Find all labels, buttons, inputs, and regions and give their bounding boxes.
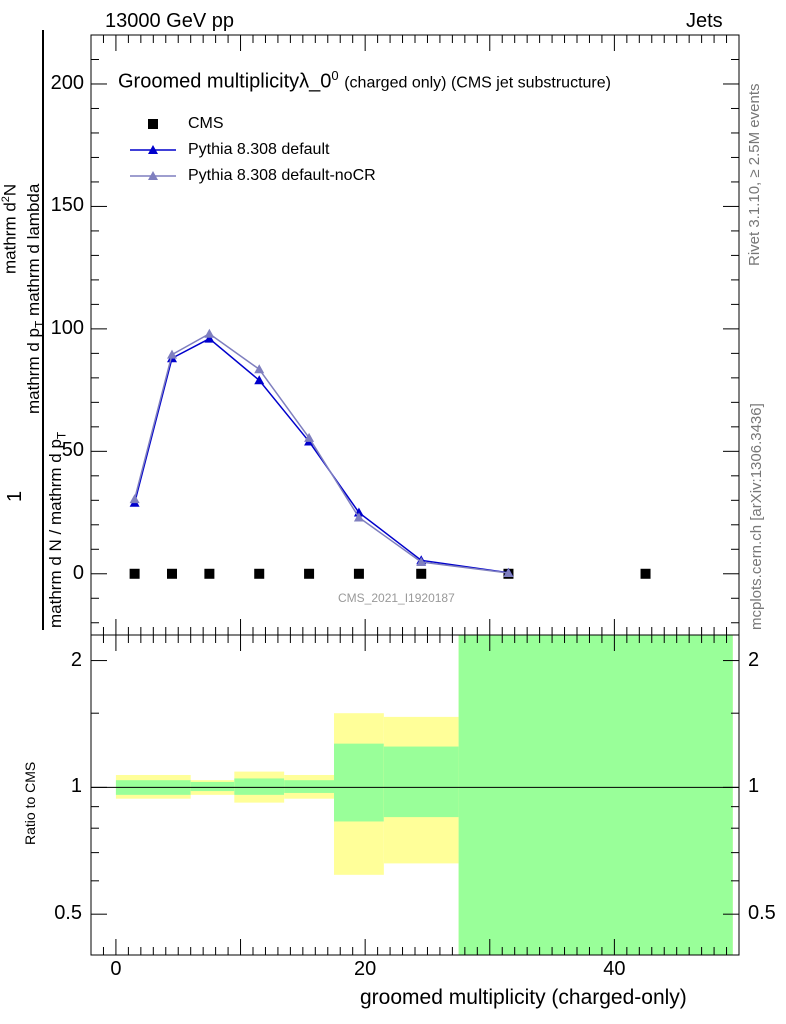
ratio-inner-band <box>334 743 384 822</box>
ratio-panel <box>90 634 740 956</box>
cms-data-point <box>129 568 140 579</box>
x-tick-label: 40 <box>603 958 626 980</box>
nocr-data-point <box>416 557 427 567</box>
y-num-2-sup: 2 <box>0 196 12 203</box>
ratio-y-label: Ratio to CMS <box>22 761 38 845</box>
y-num-2: mathrm d2N <box>0 184 21 274</box>
y-tick-label: 50 <box>61 439 84 462</box>
plot-title-main: Groomed multiplicityλ_0 <box>118 70 332 93</box>
ratio-inner-band <box>383 746 459 818</box>
cms-data-point <box>204 568 215 579</box>
default-data-point <box>204 333 215 343</box>
y-den-1-sub: T <box>54 431 69 440</box>
cms-data-point <box>416 568 427 579</box>
legend-label-nocr: Pythia 8.308 default-noCR <box>188 167 376 184</box>
x-axis-label: groomed multiplicity (charged-only) <box>360 986 687 1009</box>
ratio-inner-band <box>190 781 235 792</box>
y-num-2-tail: N <box>0 183 20 197</box>
legend-label-cms: CMS <box>188 115 224 132</box>
rivet-version: Rivet 3.1.10, ≥ 2.5M events <box>746 83 763 267</box>
plot-title-sup: 0 <box>331 68 339 83</box>
ratio-inner-band <box>284 780 334 793</box>
y-tick-label: 200 <box>50 71 84 94</box>
y-num-1: 1 <box>4 490 26 502</box>
cms-data-point <box>254 568 265 579</box>
header-right: Jets <box>686 10 723 32</box>
default-series-line <box>133 337 509 574</box>
nocr-data-point <box>304 432 315 442</box>
ratio-y-tick-label: 1 <box>70 775 82 798</box>
plot-title: Groomed multiplicityλ_00 (charged only) … <box>118 68 611 94</box>
cms-data-point <box>304 568 315 579</box>
legend-mark-nocr <box>148 171 158 180</box>
legend-label-default: Pythia 8.308 default <box>188 141 330 158</box>
ratio-y-tick-label: 2 <box>70 648 82 671</box>
default-data-point <box>254 375 265 385</box>
y-tick-label: 100 <box>50 316 84 339</box>
nocr-series-line <box>133 332 509 574</box>
nocr-data-point <box>167 349 177 359</box>
legend <box>130 119 176 180</box>
y-den-2b: mathrm d lambda <box>24 183 43 316</box>
y-den-2: mathrm d pT mathrm d lambda <box>24 184 46 414</box>
x-tick-label: 0 <box>110 958 122 980</box>
y-tick-label: 0 <box>72 561 84 584</box>
main-panel <box>90 34 740 636</box>
ratio-inner-band <box>458 635 733 955</box>
cms-data-point <box>167 568 177 579</box>
analysis-id: CMS_2021_I1920187 <box>338 591 455 605</box>
nocr-data-point <box>204 328 215 338</box>
ratio-y-tick-label-right: 2 <box>748 648 760 671</box>
x-tick-label: 20 <box>354 958 377 980</box>
ratio-y-tick-label-right: 1 <box>748 775 760 798</box>
cms-data-point <box>640 568 651 579</box>
plot-title-tail: (charged only) (CMS jet substructure) <box>344 74 611 92</box>
legend-mark-cms <box>148 119 158 129</box>
ratio-y-tick-label: 0.5 <box>54 902 82 925</box>
mcplots-credit: mcplots.cern.ch [arXiv:1306.3436] <box>748 403 765 630</box>
y-tick-label: 150 <box>50 194 84 217</box>
ratio-inner-band <box>234 778 285 795</box>
ratio-y-tick-label-right: 0.5 <box>748 902 776 925</box>
y-den-2-sub: T <box>32 320 47 329</box>
y-den-2a: mathrm d p <box>24 328 43 414</box>
cms-data-point <box>353 568 364 579</box>
nocr-data-point <box>254 364 265 374</box>
nocr-data-point <box>129 494 140 504</box>
y-num-2-text: mathrm d <box>0 202 20 274</box>
nocr-data-point <box>353 512 364 522</box>
header-left: 13000 GeV pp <box>105 10 234 32</box>
legend-mark-default <box>148 145 158 154</box>
y-den-1-text: mathrm d N / mathrm d p <box>46 439 65 628</box>
nocr-data-point <box>503 568 514 578</box>
